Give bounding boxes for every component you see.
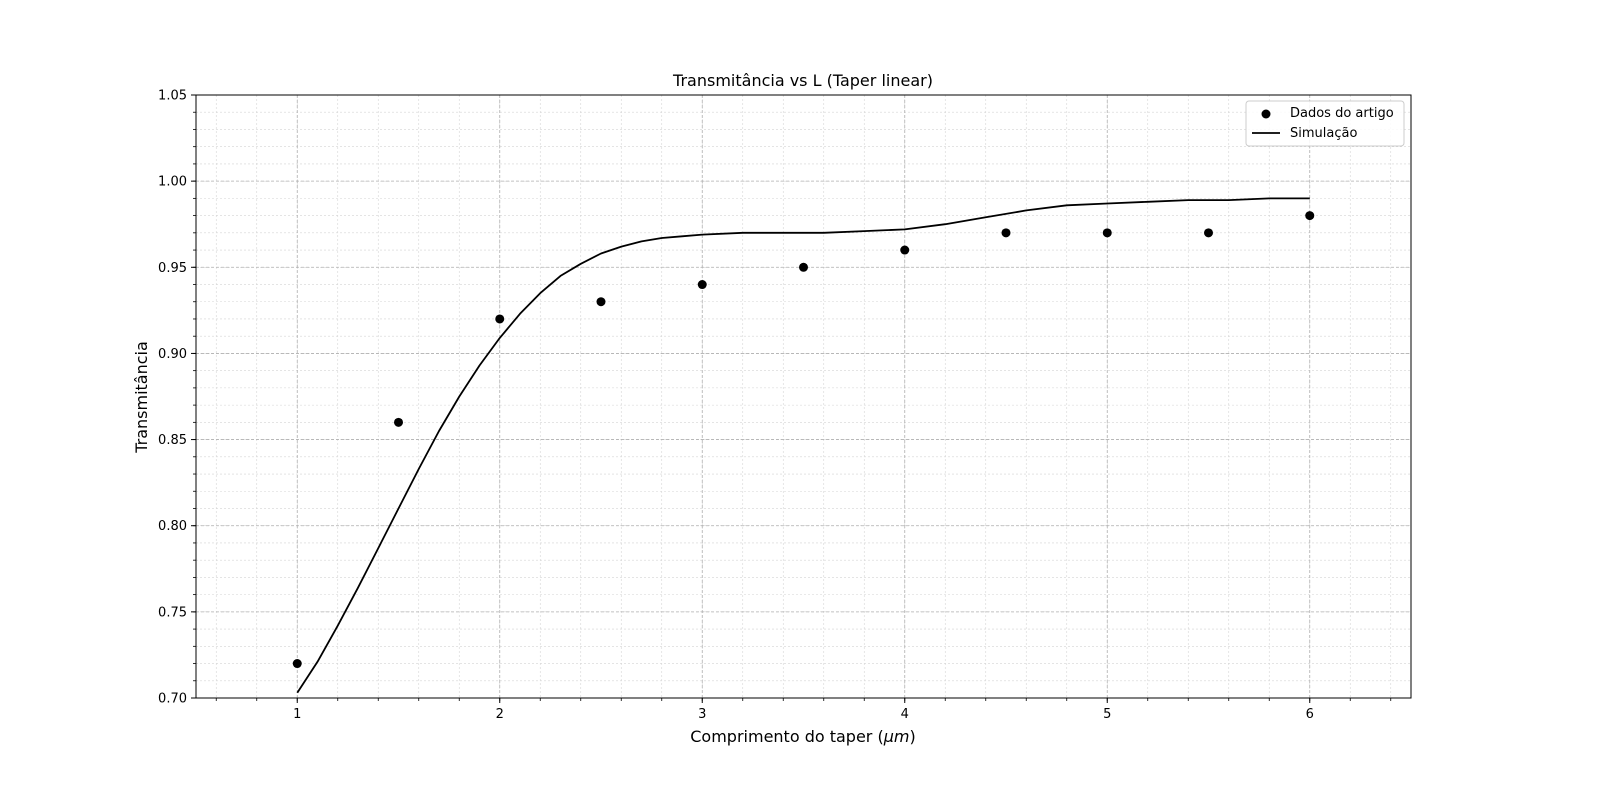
plot-frame [195,94,1412,699]
data-point [697,280,707,290]
legend-marker-dados [1261,109,1271,119]
data-point [1102,228,1112,238]
simulation-series [296,197,1310,694]
y-tick-label: 1.05 [158,89,187,104]
data-point [1204,228,1213,238]
y-tick-label: 0.90 [158,347,187,362]
grid-minor [196,94,1411,699]
x-tick-label: 5 [1103,707,1111,722]
chart-title: Transmitância vs L (Taper linear) [672,71,933,90]
legend-box [1245,100,1405,147]
x-tick-label: 6 [1306,707,1314,722]
data-point [292,659,302,669]
x-axis-label-text: Comprimento do taper [690,727,873,746]
y-axis-label: Transmitância [132,341,151,454]
x-axis: 1 2 3 4 5 6 [215,698,1392,722]
data-point [596,297,606,307]
y-tick-label: 1.00 [158,175,187,190]
article-data-series [292,211,1315,669]
data-point [495,314,505,324]
y-tick-label: 0.95 [158,261,187,276]
y-tick-label: 0.70 [158,692,187,707]
y-tick-label: 0.80 [158,519,187,534]
x-tick-label: 4 [901,707,909,722]
data-point [1001,228,1011,238]
legend-label-simulacao: Simulação [1290,126,1357,141]
simulation-line [296,197,1310,694]
x-axis-unit: μm [883,727,910,746]
y-tick-label: 0.75 [158,605,187,620]
x-tick-label: 1 [293,707,301,722]
x-tick-label: 2 [496,707,504,722]
y-axis: 0.70 0.75 0.80 0.85 0.90 0.95 1.00 1.05 [158,89,196,707]
x-tick-label: 3 [698,707,706,722]
legend: Dados do artigo Simulação [1245,100,1405,147]
data-point [799,262,808,272]
legend-label-dados: Dados do artigo [1290,106,1394,121]
y-tick-label: 0.85 [158,433,187,448]
x-axis-label: Comprimento do taper (μm) [690,727,915,746]
data-point [1305,211,1315,221]
data-point [394,417,403,427]
data-point [900,245,910,255]
